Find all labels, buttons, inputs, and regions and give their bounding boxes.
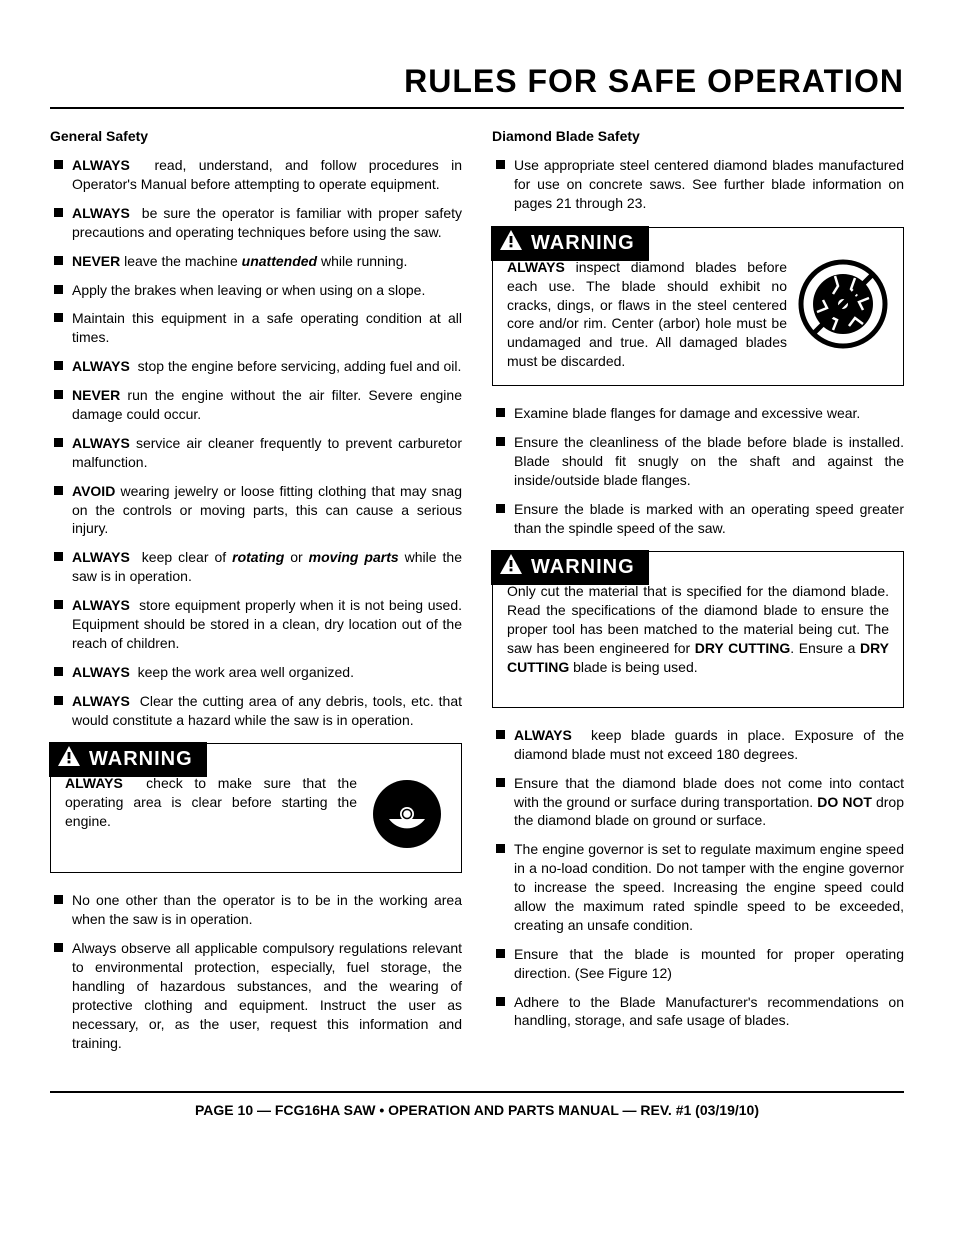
warning-label-text: WARNING: [531, 556, 635, 578]
warning-body-text: ALWAYS check to make sure that the opera…: [65, 775, 357, 829]
list-item: No one other than the operator is to be …: [50, 891, 462, 929]
list-item: Use appropriate steel centered diamond b…: [492, 156, 904, 213]
list-item: ALWAYS read, understand, and follow proc…: [50, 156, 462, 194]
warning-triangle-icon: [57, 745, 81, 767]
list-item: AVOID wearing jewelry or loose fitting c…: [50, 482, 462, 539]
list-item: Ensure the cleanliness of the blade befo…: [492, 433, 904, 490]
warning-body-text: ALWAYS inspect diamond blades before eac…: [507, 259, 787, 369]
footer: PAGE 10 — FCG16HA SAW • OPERATION AND PA…: [50, 1091, 904, 1120]
list-item: Always observe all applicable compulsory…: [50, 939, 462, 1052]
list-item: The engine governor is set to regulate m…: [492, 840, 904, 934]
page-title: RULES FOR SAFE OPERATION: [50, 60, 904, 109]
general-safety-list-2: No one other than the operator is to be …: [50, 891, 462, 1052]
list-item: ALWAYS keep the work area well organized…: [50, 663, 462, 682]
diamond-blade-heading: Diamond Blade Safety: [492, 127, 904, 146]
general-safety-heading: General Safety: [50, 127, 462, 146]
list-item: ALWAYS keep blade guards in place. Expos…: [492, 726, 904, 764]
warning-label: WARNING: [491, 226, 649, 261]
warning-label-text: WARNING: [531, 232, 635, 254]
no-cracked-blade-icon: [797, 258, 889, 350]
list-item: Adhere to the Blade Manufacturer's recom…: [492, 993, 904, 1031]
list-item: ALWAYS store equipment properly when it …: [50, 596, 462, 653]
diamond-blade-list-2: Examine blade flanges for damage and exc…: [492, 404, 904, 537]
list-item: Ensure that the diamond blade does not c…: [492, 774, 904, 831]
list-item: ALWAYS service air cleaner frequently to…: [50, 434, 462, 472]
list-item: Ensure the blade is marked with an opera…: [492, 500, 904, 538]
general-safety-list-1: ALWAYS read, understand, and follow proc…: [50, 156, 462, 729]
warning-box-dry-cutting: WARNING Only cut the material that is sp…: [492, 551, 904, 707]
list-item: ALWAYS stop the engine before servicing,…: [50, 357, 462, 376]
right-column: Diamond Blade Safety Use appropriate ste…: [492, 127, 904, 1066]
list-item: Apply the brakes when leaving or when us…: [50, 281, 462, 300]
list-item: Maintain this equipment in a safe operat…: [50, 309, 462, 347]
warning-label: WARNING: [49, 742, 207, 777]
list-item: NEVER leave the machine unattended while…: [50, 252, 462, 271]
list-item: Ensure that the blade is mounted for pro…: [492, 945, 904, 983]
left-column: General Safety ALWAYS read, understand, …: [50, 127, 462, 1066]
list-item: ALWAYS Clear the cutting area of any deb…: [50, 692, 462, 730]
list-item: NEVER run the engine without the air fil…: [50, 386, 462, 424]
warning-box-inspect-blades: WARNING: [492, 227, 904, 386]
warning-triangle-icon: [499, 553, 523, 575]
list-item: Examine blade flanges for damage and exc…: [492, 404, 904, 423]
warning-label-text: WARNING: [89, 748, 193, 770]
diamond-blade-list-1: Use appropriate steel centered diamond b…: [492, 156, 904, 213]
list-item: ALWAYS be sure the operator is familiar …: [50, 204, 462, 242]
warning-triangle-icon: [499, 229, 523, 251]
content-columns: General Safety ALWAYS read, understand, …: [50, 127, 904, 1066]
warning-body-text: Only cut the material that is specified …: [507, 583, 889, 675]
saw-blade-icon: [367, 774, 447, 854]
warning-box-operating-area: WARNING ALWAYS check to make sure that t…: [50, 743, 462, 873]
warning-label: WARNING: [491, 550, 649, 585]
diamond-blade-list-3: ALWAYS keep blade guards in place. Expos…: [492, 726, 904, 1030]
list-item: ALWAYS keep clear of rotating or moving …: [50, 548, 462, 586]
